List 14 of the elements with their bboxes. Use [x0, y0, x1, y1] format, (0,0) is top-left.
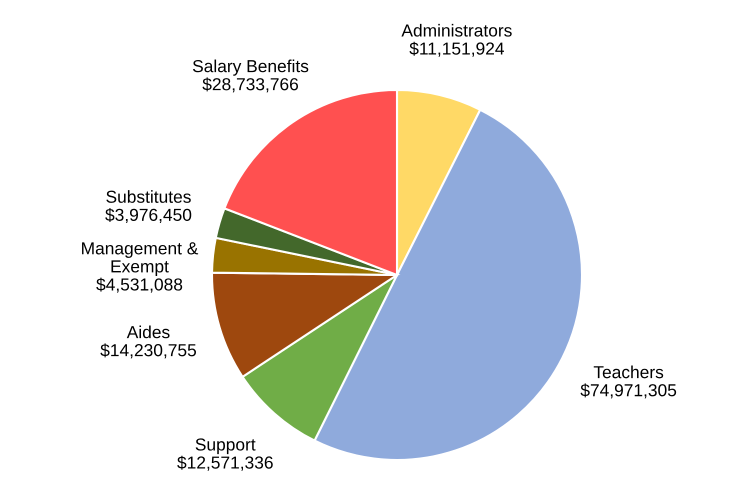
data-label: $28,733,766	[202, 77, 298, 92]
data-label: $11,151,924	[409, 42, 504, 57]
slice-label: Administrators	[401, 24, 512, 37]
slice-label: Teachers	[594, 366, 664, 378]
data-label: $4,531,088	[96, 278, 182, 293]
data-label: $74,971,305	[580, 383, 676, 398]
slice-label: Management & Exempt	[82, 242, 198, 276]
data-label: $14,230,755	[100, 343, 196, 358]
slice-label: Substitutes	[106, 190, 191, 203]
data-label: $3,976,450	[105, 208, 192, 224]
data-label: $12,571,336	[177, 456, 273, 471]
slice-label: Aides	[126, 326, 170, 338]
slice-label: Support	[196, 438, 256, 454]
slice-label: Salary Benefits	[192, 60, 308, 76]
